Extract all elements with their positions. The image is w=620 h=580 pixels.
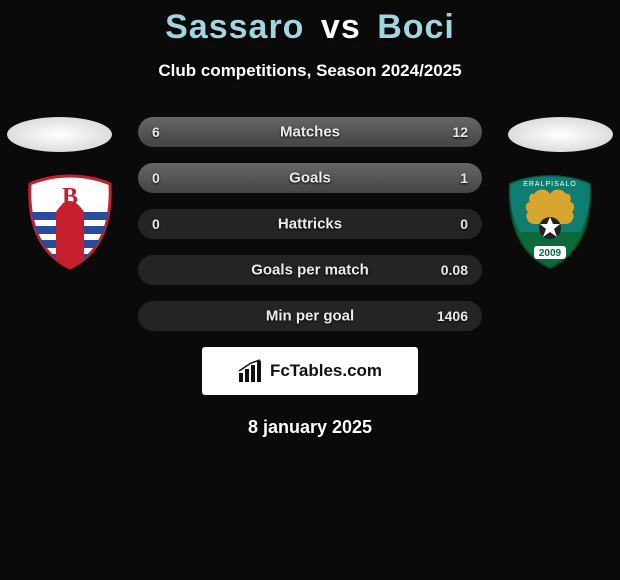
player-2-token bbox=[508, 117, 613, 152]
player-1-token bbox=[7, 117, 112, 152]
subtitle: Club competitions, Season 2024/2025 bbox=[0, 61, 620, 81]
club-right-year: 2009 bbox=[539, 248, 562, 259]
vs-text: vs bbox=[321, 8, 361, 46]
stat-fill-left bbox=[138, 163, 148, 193]
stat-label: Goals per match bbox=[251, 262, 369, 279]
stat-label: Matches bbox=[280, 124, 340, 141]
stat-label: Min per goal bbox=[266, 308, 354, 325]
stat-value-left: 0 bbox=[152, 170, 160, 186]
club-left-letter: B bbox=[62, 184, 78, 210]
stat-rows: 6 Matches 12 0 Goals 1 0 Hattricks 0 Goals per ma… bbox=[138, 117, 482, 331]
stat-label: Goals bbox=[289, 170, 331, 187]
chart-icon bbox=[238, 359, 264, 383]
stat-value-right: 0 bbox=[460, 216, 468, 232]
branding-text: FcTables.com bbox=[270, 361, 382, 381]
stat-row: Min per goal 1406 bbox=[138, 301, 482, 331]
stat-value-left: 6 bbox=[152, 124, 160, 140]
club-badge-right-svg: 2009 ERALPISALO bbox=[500, 172, 600, 272]
stat-row: Goals per match 0.08 bbox=[138, 255, 482, 285]
comparison-content: B 2009 ERALPISALO 6 Matches 12 0 Goals 1 0 Hatt… bbox=[0, 117, 620, 438]
stat-label: Hattricks bbox=[278, 216, 342, 233]
stat-value-right: 1406 bbox=[437, 308, 468, 324]
stat-value-right: 1 bbox=[460, 170, 468, 186]
club-right-top-text: ERALPISALO bbox=[523, 181, 577, 188]
stat-value-right: 0.08 bbox=[441, 262, 468, 278]
stat-value-left: 0 bbox=[152, 216, 160, 232]
branding-banner: FcTables.com bbox=[202, 347, 418, 395]
club-badge-right: 2009 ERALPISALO bbox=[500, 172, 600, 272]
comparison-title: Sassaro vs Boci bbox=[0, 0, 620, 47]
club-badge-left: B bbox=[20, 172, 120, 272]
stat-row: 0 Hattricks 0 bbox=[138, 209, 482, 239]
player-2-name: Boci bbox=[377, 8, 455, 46]
stat-row: 0 Goals 1 bbox=[138, 163, 482, 193]
player-1-name: Sassaro bbox=[165, 8, 304, 46]
club-badge-left-svg: B bbox=[20, 172, 120, 272]
date-text: 8 january 2025 bbox=[0, 417, 620, 438]
stat-value-right: 12 bbox=[452, 124, 468, 140]
stat-row: 6 Matches 12 bbox=[138, 117, 482, 147]
